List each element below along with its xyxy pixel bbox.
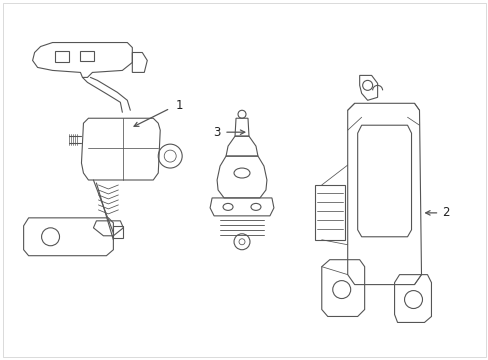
Text: 3: 3 [212,126,220,139]
Text: 2: 2 [442,206,449,219]
Text: 1: 1 [175,99,183,112]
